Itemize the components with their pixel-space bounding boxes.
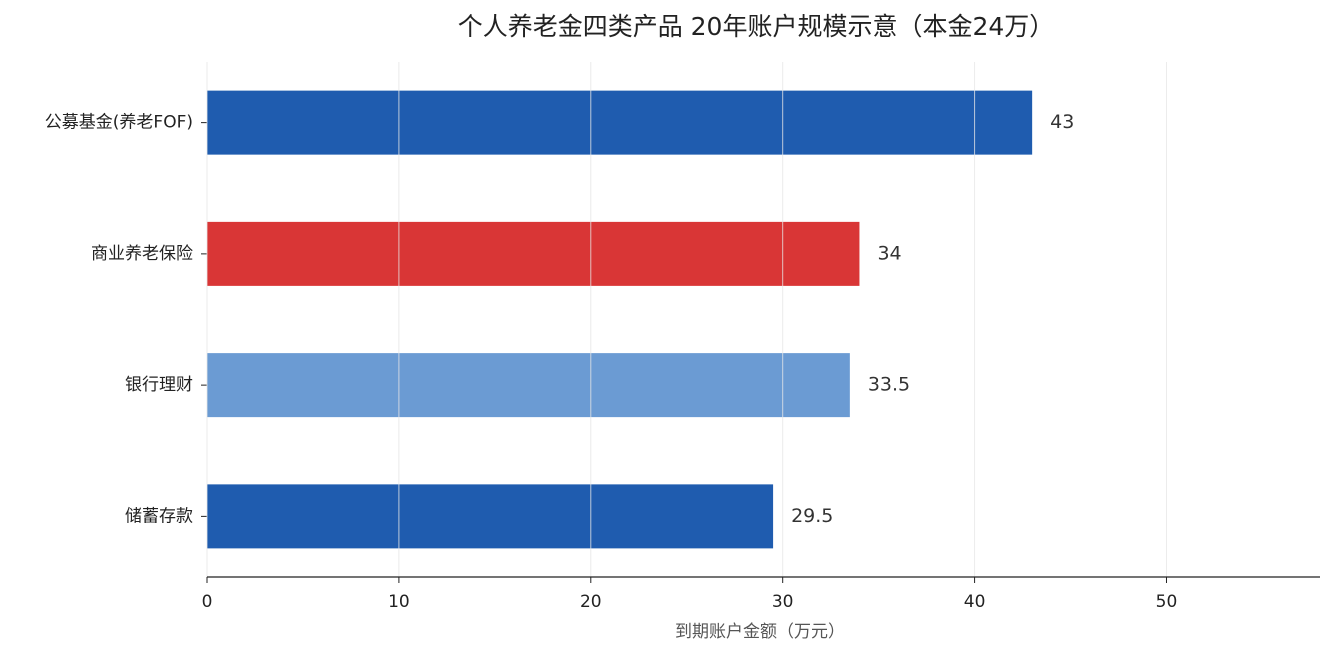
bar	[207, 221, 860, 286]
chart-title: 个人养老金四类产品 20年账户规模示意（本金24万）	[458, 12, 1055, 41]
x-tick-label: 20	[580, 592, 602, 612]
x-tick-label: 40	[964, 592, 986, 612]
x-tick-label: 30	[772, 592, 794, 612]
bar	[207, 90, 1033, 155]
x-tick-label: 10	[388, 592, 410, 612]
x-tick-label: 0	[202, 592, 213, 612]
value-label: 29.5	[791, 505, 833, 527]
value-label: 33.5	[868, 374, 910, 396]
y-tick-label: 银行理财	[125, 375, 193, 395]
y-tick-label: 公募基金(养老FOF)	[45, 113, 193, 133]
bar	[207, 353, 850, 418]
bar	[207, 484, 774, 549]
y-tick-label: 商业养老保险	[91, 244, 193, 264]
value-label: 34	[877, 242, 901, 264]
x-axis-label: 到期账户金额（万元）	[675, 622, 845, 642]
y-tick-label: 储蓄存款	[125, 506, 193, 526]
value-label: 43	[1050, 111, 1074, 133]
x-tick-label: 50	[1156, 592, 1178, 612]
